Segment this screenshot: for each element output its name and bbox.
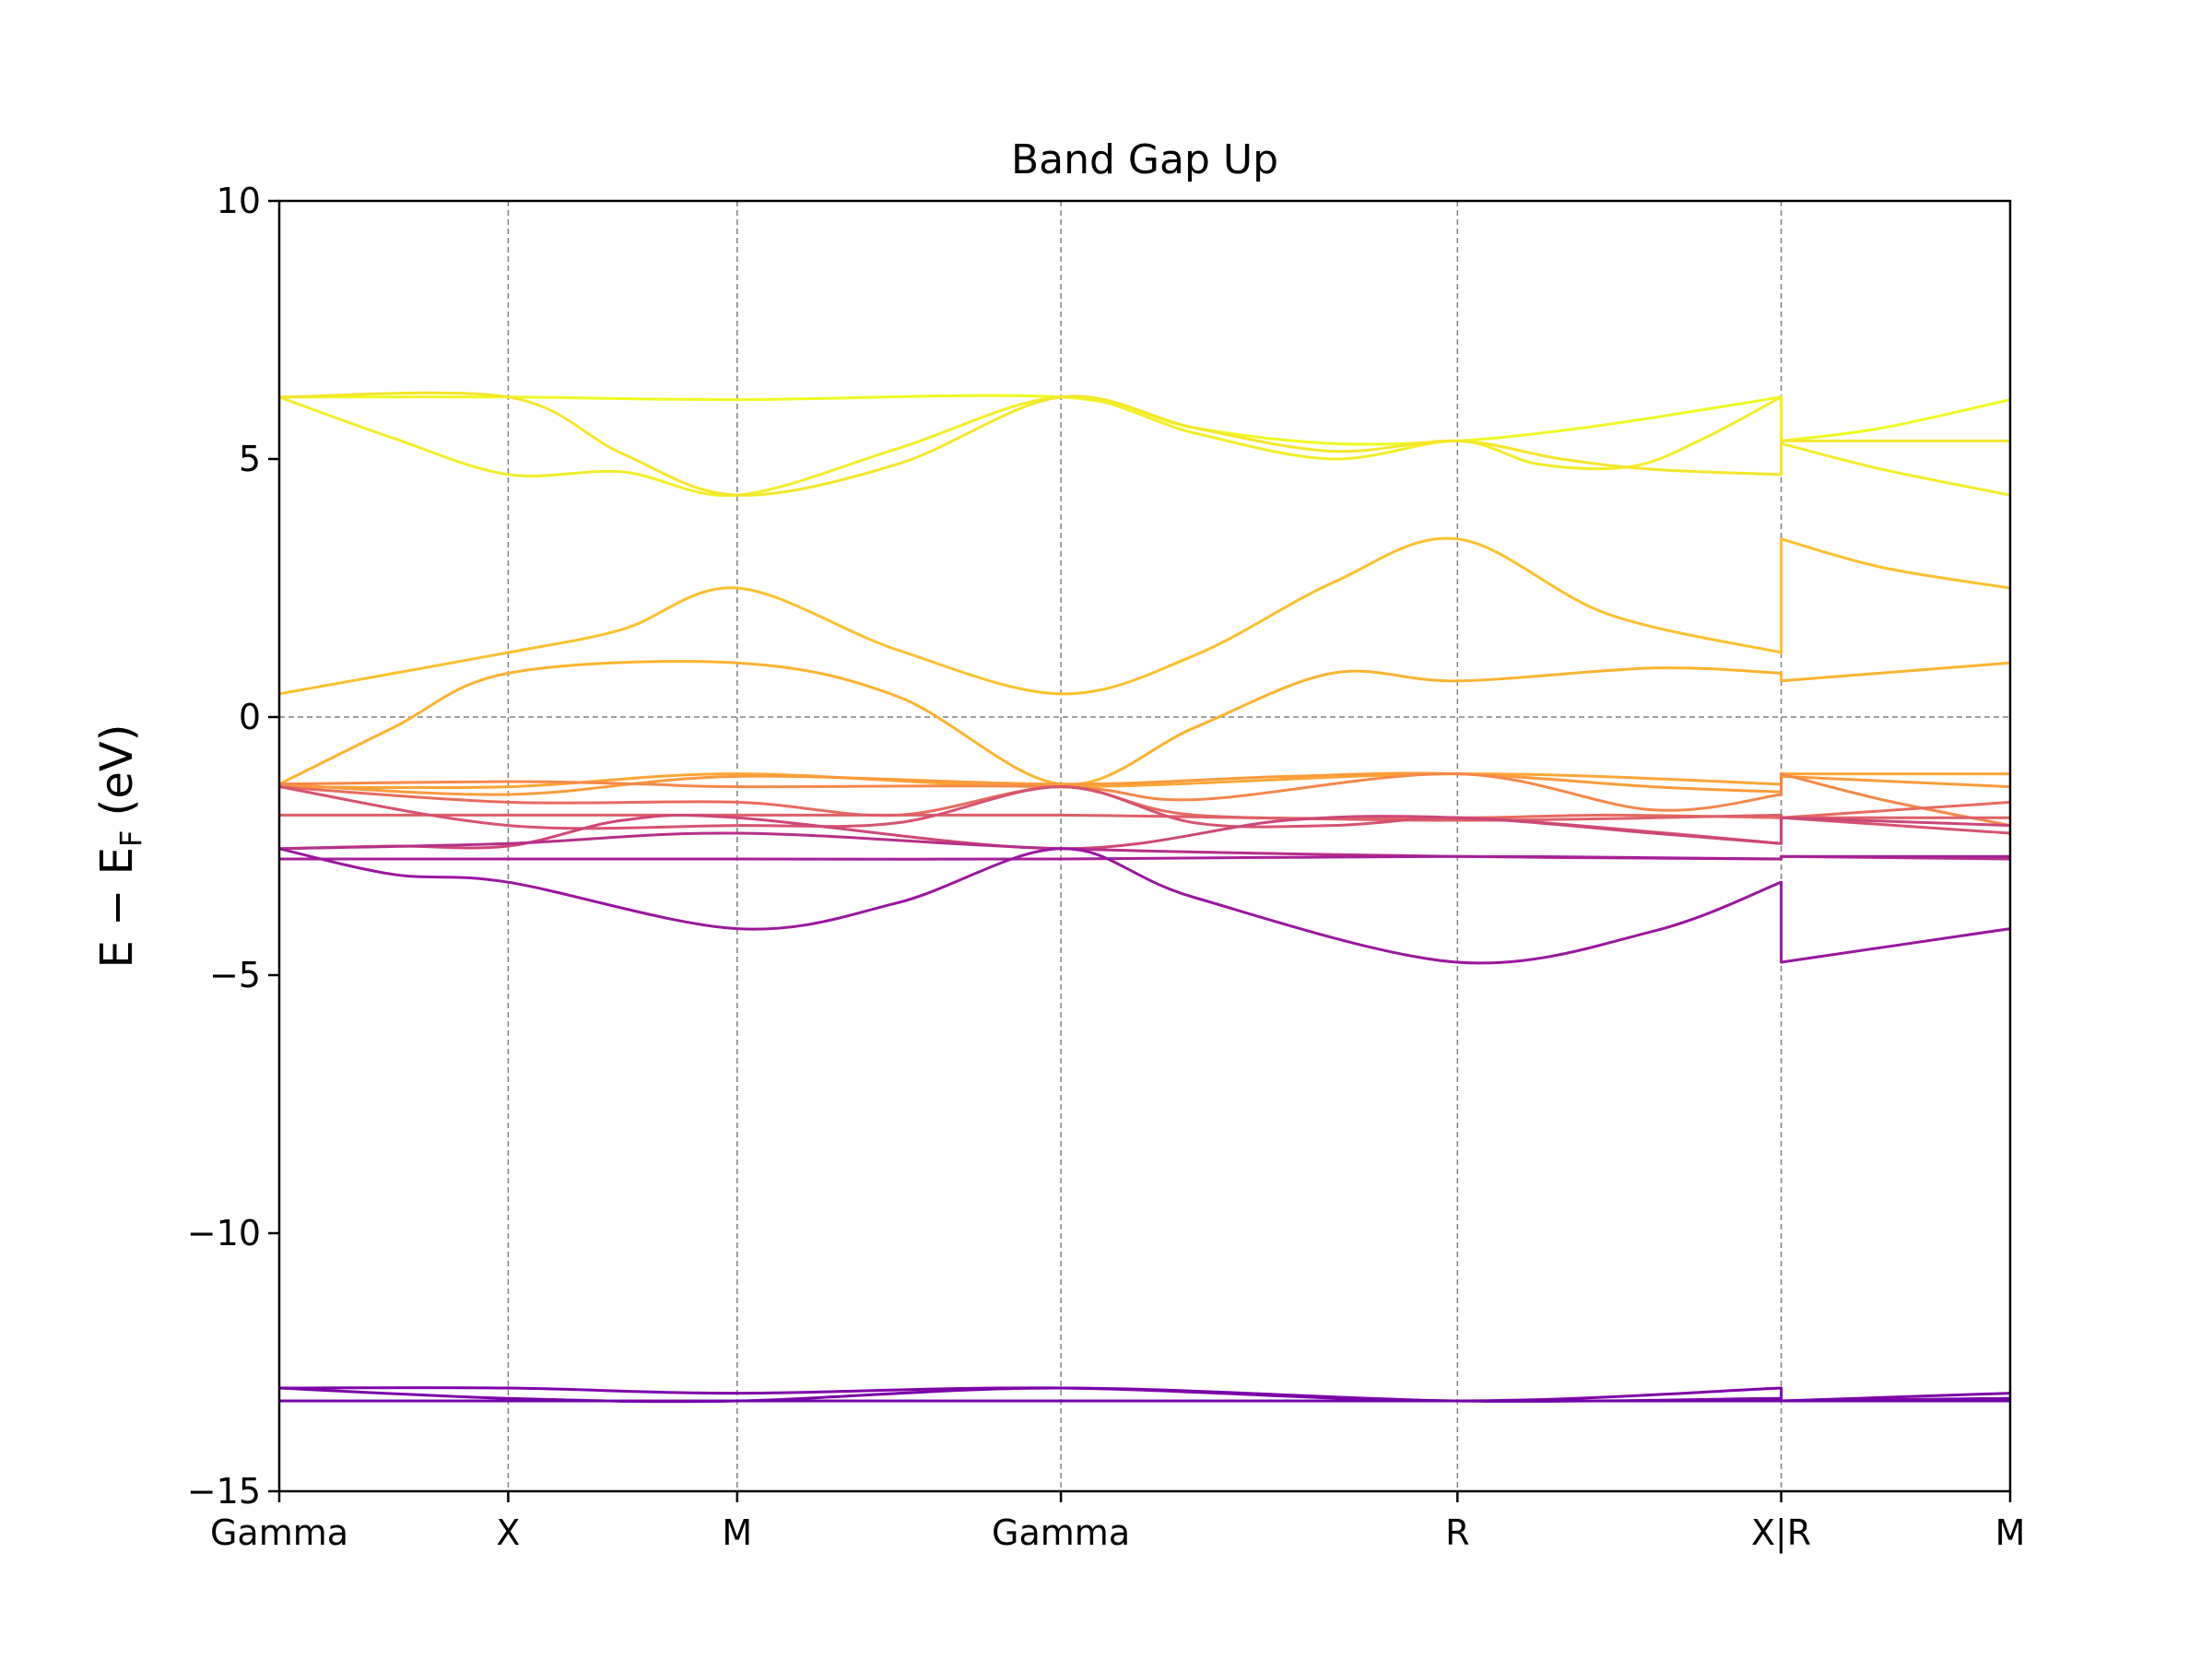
y-tick-label-2: 0 bbox=[239, 697, 261, 737]
y-tick-label-0: 10 bbox=[217, 181, 261, 221]
band-line-0 bbox=[278, 394, 2011, 446]
x-tick-label-6: M bbox=[1995, 1512, 2026, 1553]
band-line-6 bbox=[278, 771, 2011, 796]
band-line-3 bbox=[278, 536, 2011, 696]
x-tick-label-5: X|R bbox=[1751, 1512, 1811, 1554]
y-axis-label: E − EF (eV) bbox=[91, 724, 148, 969]
y-tick-label-5: −15 bbox=[187, 1471, 261, 1512]
y-tick-label-3: −5 bbox=[209, 955, 261, 995]
y-tick-label-4: −10 bbox=[187, 1213, 261, 1253]
x-tick-label-2: M bbox=[722, 1512, 752, 1553]
x-tick-label-1: X bbox=[496, 1512, 520, 1553]
y-tick-label-1: 5 bbox=[239, 439, 261, 479]
plot-frame bbox=[277, 199, 2012, 1493]
band-line-13 bbox=[279, 854, 2010, 861]
x-tick-label-3: Gamma bbox=[992, 1512, 1130, 1553]
grid-lines bbox=[279, 201, 2010, 1491]
x-tick-label-0: Gamma bbox=[210, 1512, 348, 1553]
band-line-12 bbox=[278, 831, 2011, 861]
y-axis-label-subscript: F bbox=[113, 830, 148, 847]
x-tick-label-4: R bbox=[1445, 1512, 1469, 1553]
band-line-7 bbox=[278, 772, 2011, 828]
y-axis-label-unit: (eV) bbox=[91, 724, 143, 830]
band-lines bbox=[278, 391, 2011, 1404]
chart-title: Band Gap Up bbox=[1011, 136, 1278, 183]
band-line-4 bbox=[278, 660, 2011, 786]
band-line-1 bbox=[278, 395, 2011, 498]
band-line-9 bbox=[278, 813, 2010, 822]
band-line-2 bbox=[278, 391, 2010, 497]
band-line-16 bbox=[278, 1386, 2011, 1404]
band-line-14 bbox=[278, 847, 2011, 965]
band-line-11 bbox=[278, 814, 2011, 851]
y-axis-label-main: E − E bbox=[91, 847, 143, 968]
